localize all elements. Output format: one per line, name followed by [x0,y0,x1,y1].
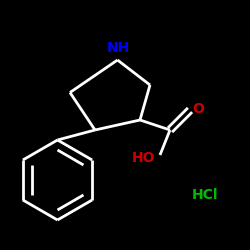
Text: NH: NH [107,41,130,55]
Text: HO: HO [132,150,155,164]
Text: HCl: HCl [192,188,218,202]
Text: O: O [192,102,204,116]
